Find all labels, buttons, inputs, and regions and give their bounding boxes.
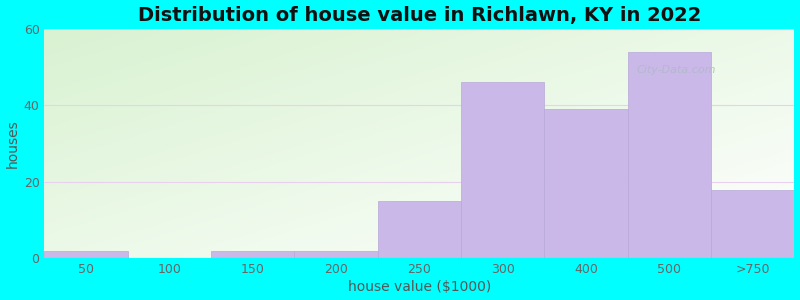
Bar: [378, 201, 461, 258]
X-axis label: house value ($1000): house value ($1000): [348, 280, 491, 294]
Title: Distribution of house value in Richlawn, KY in 2022: Distribution of house value in Richlawn,…: [138, 6, 701, 25]
Bar: [211, 251, 294, 258]
Bar: [545, 109, 628, 258]
Bar: [711, 190, 794, 258]
Bar: [294, 251, 378, 258]
Y-axis label: houses: houses: [6, 119, 19, 168]
Text: City-Data.com: City-Data.com: [637, 65, 717, 75]
Bar: [45, 251, 128, 258]
Bar: [461, 82, 545, 258]
Bar: [628, 52, 711, 258]
